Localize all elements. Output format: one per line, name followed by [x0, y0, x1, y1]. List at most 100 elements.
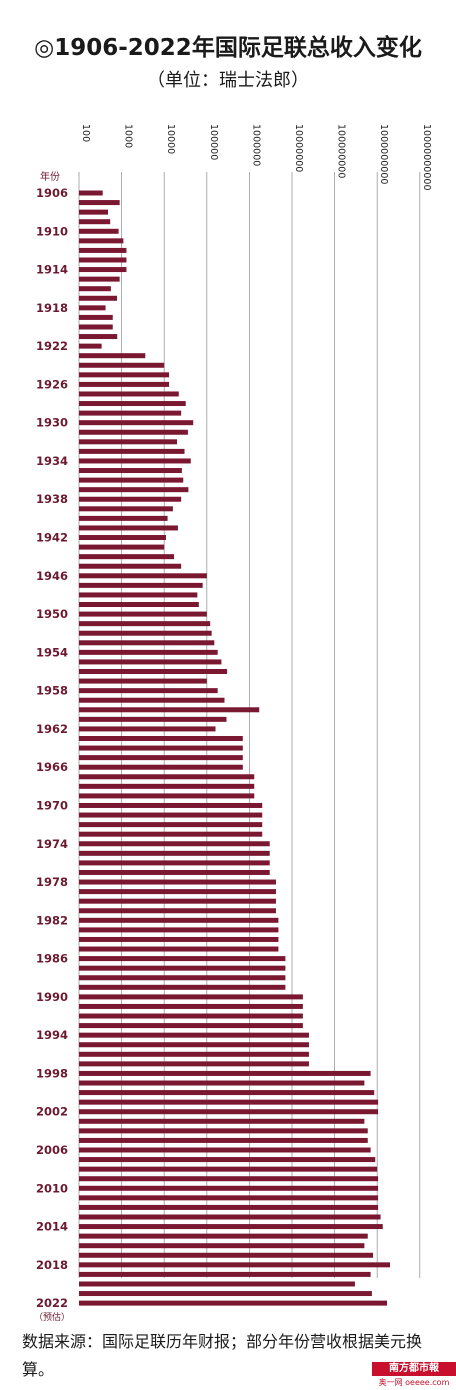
bar-1944	[79, 554, 175, 560]
bar-1996	[79, 1051, 309, 1057]
bar-1976	[79, 860, 270, 866]
bar-2003	[79, 1118, 365, 1124]
bar-2012	[79, 1204, 379, 1210]
bar-1924	[79, 362, 165, 368]
bar-1985	[79, 946, 279, 952]
year-label-2010: 2010	[36, 1181, 68, 1195]
bar-1962	[79, 726, 216, 732]
bar-2011	[79, 1195, 379, 1201]
bar-1906	[79, 190, 103, 196]
bar-1942	[79, 535, 166, 541]
bar-2001	[79, 1099, 379, 1105]
bar-1964	[79, 745, 243, 751]
bar-2008	[79, 1166, 378, 1172]
bar-1965	[79, 755, 243, 761]
year-label-1930: 1930	[36, 416, 68, 430]
y-axis-label: 年份	[40, 170, 60, 183]
year-label-1946: 1946	[36, 569, 68, 583]
bar-1982	[79, 917, 279, 923]
year-label-1942: 1942	[36, 531, 68, 545]
bar-2019	[79, 1271, 371, 1277]
year-label-1954: 1954	[36, 645, 68, 659]
year-label-1994: 1994	[36, 1028, 68, 1042]
chart-title: ◎1906-2022年国际足联总收入变化	[34, 35, 422, 61]
year-label-1966: 1966	[36, 760, 68, 774]
bar-1915	[79, 276, 120, 282]
bar-1967	[79, 774, 255, 780]
bar-1951	[79, 621, 211, 627]
year-label-2014: 2014	[36, 1220, 68, 1234]
bar-1990	[79, 994, 303, 1000]
bar-2014	[79, 1224, 383, 1230]
bar-2004	[79, 1128, 368, 1134]
logo-name: 南方都市報	[372, 1362, 456, 1376]
bar-1945	[79, 563, 182, 569]
bar-1929	[79, 410, 182, 416]
bar-1938	[79, 496, 182, 502]
bar-1993	[79, 1023, 303, 1029]
bar-1958	[79, 688, 218, 694]
x-tick-label-1000000: 1000000	[250, 124, 261, 166]
bar-1949	[79, 602, 199, 608]
publisher-logo: 南方都市報 奥一网 oeeee.com	[372, 1362, 456, 1390]
year-label-2018: 2018	[36, 1258, 68, 1272]
year-label-1922: 1922	[36, 339, 68, 353]
bar-1919	[79, 314, 113, 320]
bar-1955	[79, 659, 222, 665]
bar-1997	[79, 1061, 309, 1067]
bar-1918	[79, 305, 106, 311]
bar-1930	[79, 420, 194, 426]
chart-svg: 100 1000 10000 100000 1000000 10000000 1000000…	[34, 124, 432, 1323]
year-label-1950: 1950	[36, 607, 68, 621]
bar-1968	[79, 783, 255, 789]
bar-1926	[79, 381, 170, 387]
bar-1986	[79, 956, 286, 962]
bar-2002	[79, 1109, 379, 1115]
chart-subtitle: （单位：瑞士法郎）	[147, 70, 309, 91]
year-note: （预估）	[34, 1311, 70, 1323]
year-label-1962: 1962	[36, 722, 68, 736]
bar-1910	[79, 228, 119, 234]
bar-1998	[79, 1070, 371, 1076]
bar-1953	[79, 640, 215, 646]
bar-1966	[79, 764, 243, 770]
data-source-note: 数据来源：国际足联历年财报；部分年份营收根据美元换算。	[22, 1332, 423, 1379]
bar-2005	[79, 1137, 368, 1143]
year-label-1906: 1906	[36, 186, 68, 200]
bar-1995	[79, 1042, 309, 1048]
bar-1932	[79, 439, 178, 445]
x-tick-label-10000000000: 10000000000	[421, 124, 432, 191]
bar-1933	[79, 448, 185, 454]
bar-1957	[79, 678, 207, 684]
bar-2010	[79, 1185, 379, 1191]
bar-2022	[79, 1300, 388, 1306]
bar-1999	[79, 1080, 365, 1086]
x-tick-label-1000: 1000	[123, 124, 134, 148]
bar-1928	[79, 401, 186, 407]
bar-1935	[79, 468, 182, 474]
x-tick-label-100000000: 100000000	[336, 124, 347, 178]
bar-1969	[79, 793, 255, 799]
year-label-1974: 1974	[36, 837, 68, 851]
x-tick-label-100: 100	[80, 124, 91, 142]
bar-1907	[79, 200, 120, 206]
bar-1988	[79, 975, 286, 981]
bar-2018	[79, 1262, 391, 1268]
year-label-1970: 1970	[36, 798, 68, 812]
bar-1921	[79, 334, 118, 340]
logo-subtitle: 奥一网 oeeee.com	[378, 1378, 450, 1387]
bar-1925	[79, 372, 170, 378]
year-label-1926: 1926	[36, 377, 68, 391]
bar-1920	[79, 324, 113, 330]
year-label-1998: 1998	[36, 1066, 68, 1080]
bar-1943	[79, 544, 165, 550]
bar-1979	[79, 889, 276, 895]
bar-1912	[79, 247, 127, 253]
bar-1934	[79, 458, 191, 464]
year-label-1978: 1978	[36, 875, 68, 889]
bar-1931	[79, 429, 188, 435]
year-label-1958: 1958	[36, 684, 68, 698]
bar-1947	[79, 582, 203, 588]
bar-1980	[79, 898, 276, 904]
bar-1970	[79, 802, 263, 808]
